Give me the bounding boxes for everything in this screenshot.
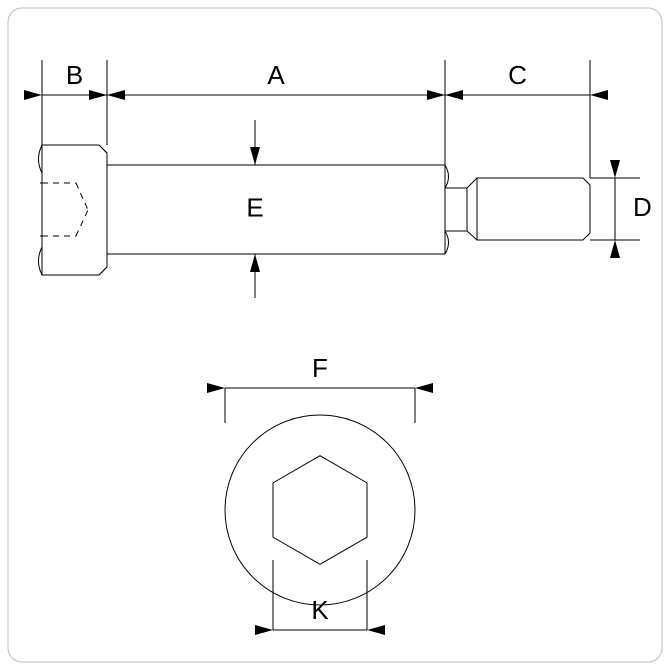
svg-text:A: A xyxy=(267,60,285,90)
svg-text:C: C xyxy=(508,60,527,90)
svg-text:E: E xyxy=(246,192,263,222)
svg-text:F: F xyxy=(312,353,328,383)
svg-text:B: B xyxy=(66,60,83,90)
svg-text:D: D xyxy=(633,192,652,222)
svg-text:K: K xyxy=(311,595,329,625)
